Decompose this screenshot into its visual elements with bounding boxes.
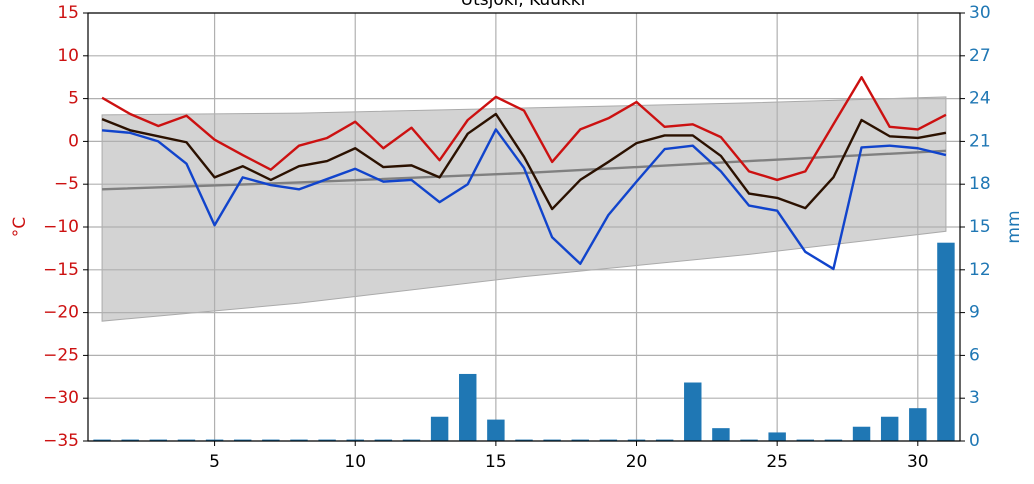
y2-tick-label: 9 (969, 303, 980, 323)
precipitation-bar (627, 439, 646, 441)
temperature-line (101, 76, 947, 182)
y2-tick-label: 30 (969, 3, 991, 23)
y-tick-label: 5 (68, 89, 79, 109)
temperature-line (101, 128, 947, 271)
y-tick-label: −10 (43, 217, 79, 237)
temperature-line (101, 112, 947, 211)
x-tick-label: 10 (344, 452, 366, 472)
precipitation-bar (402, 439, 421, 441)
y-tick-label: 0 (68, 131, 79, 151)
precipitation-bar (93, 439, 111, 441)
x-tick-label: 5 (209, 452, 220, 472)
x-tick-label: 25 (766, 452, 788, 472)
y2-tick-label: 21 (969, 131, 991, 151)
y-tick-label: −15 (43, 260, 79, 280)
precipitation-bar (712, 428, 730, 441)
precipitation-bar (852, 426, 871, 441)
y-tick-label: 10 (57, 46, 79, 66)
y-tick-label: −20 (43, 303, 79, 323)
precipitation-bar (318, 439, 336, 441)
precipitation-bar (487, 419, 505, 441)
y-tick-label: −5 (54, 174, 79, 194)
y-axis-label: °C (10, 217, 30, 237)
y2-tick-label: 15 (969, 217, 991, 237)
precipitation-bar (346, 439, 364, 441)
precipitation-bar (233, 439, 252, 441)
precipitation-bar (459, 373, 477, 441)
y2-tick-label: 6 (969, 345, 980, 365)
precipitation-bar (149, 439, 168, 441)
y2-tick-label: 12 (969, 260, 991, 280)
precipitation-bar (543, 439, 561, 441)
y-tick-label: −30 (43, 388, 79, 408)
precipitation-bar (655, 439, 674, 441)
y-tick-label: 15 (57, 3, 79, 23)
chart-title: Utsjoki, Kuukki (461, 0, 586, 10)
y2-axis-label: mm (1004, 210, 1024, 243)
precipitation-bar (262, 439, 280, 441)
y2-tick-label: 27 (969, 46, 991, 66)
precipitation-bar (177, 439, 196, 441)
precipitation-bar (740, 439, 758, 441)
precipitation-bar (205, 439, 224, 441)
precipitation-bar (599, 439, 618, 441)
precipitation-bar (937, 242, 955, 441)
precipitation-bar (684, 382, 702, 441)
y2-tick-label: 3 (969, 388, 980, 408)
y-tick-label: −35 (43, 431, 79, 451)
precipitation-bar (880, 416, 899, 441)
y-tick-label: −25 (43, 345, 79, 365)
precipitation-bar (796, 439, 815, 441)
precipitation-bar (571, 439, 589, 441)
x-tick-label: 30 (907, 452, 929, 472)
y2-tick-label: 24 (969, 89, 991, 109)
y2-tick-label: 18 (969, 174, 991, 194)
precipitation-bar (515, 439, 533, 441)
precipitation-bar (121, 439, 139, 441)
precipitation-bar (290, 439, 308, 441)
precipitation-bar (430, 416, 449, 441)
precipitation-bar (909, 408, 927, 441)
precipitation-bar (824, 439, 843, 441)
normal-range-band (101, 96, 947, 322)
x-tick-label: 20 (626, 452, 648, 472)
y2-tick-label: 0 (969, 431, 980, 451)
x-tick-label: 15 (485, 452, 507, 472)
precipitation-bar (768, 432, 786, 441)
precipitation-bar (374, 439, 393, 441)
